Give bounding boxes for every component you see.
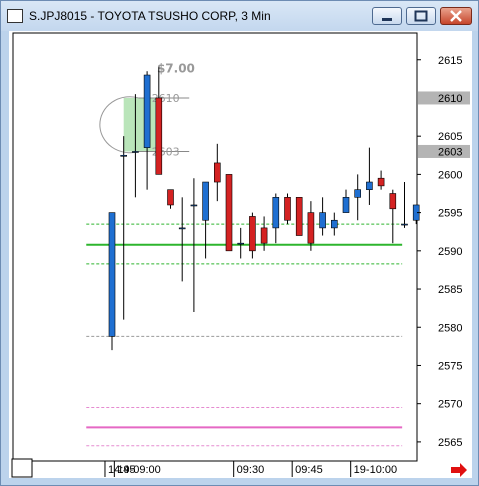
price-tick-label: 2570: [438, 399, 462, 411]
candle-body: [202, 181, 209, 221]
candle-body: [249, 216, 256, 252]
plot-frame: [12, 32, 418, 462]
time-tick-label: 19-09:00: [117, 464, 160, 476]
candle-body: [377, 177, 385, 187]
candle[interactable]: [143, 71, 151, 190]
candle-body: [108, 212, 116, 337]
candle[interactable]: [120, 136, 127, 320]
price-tag: 2603: [418, 144, 470, 158]
price-tick-label: 2565: [438, 437, 462, 449]
candle-body: [143, 74, 151, 148]
candlestick-series[interactable]: [108, 67, 420, 351]
price-tick-label: 2605: [438, 131, 462, 143]
candle[interactable]: [155, 67, 163, 175]
candle[interactable]: [237, 227, 244, 259]
candle-body: [319, 212, 326, 229]
candle-body: [260, 227, 268, 244]
candle[interactable]: [307, 201, 315, 251]
candle-body: [272, 197, 280, 229]
candle[interactable]: [178, 197, 186, 282]
time-tick-label: 09:30: [237, 464, 265, 476]
candle[interactable]: [401, 182, 408, 228]
candle-body: [307, 212, 315, 244]
price-chart[interactable]: 2610 2603 $7.00 2615 2605 2600 2595 2590 2585 25…: [9, 31, 472, 478]
candle-body: [190, 204, 198, 207]
chart-window-icon: [7, 9, 23, 23]
price-tag: 2610: [418, 91, 470, 105]
candle[interactable]: [167, 189, 174, 209]
candle-body: [295, 197, 303, 236]
candle-body: [214, 162, 221, 183]
price-tag-box: [418, 144, 470, 158]
candle[interactable]: [272, 193, 280, 244]
maximize-button[interactable]: [406, 7, 436, 25]
chart-client-area[interactable]: 2610 2603 $7.00 2615 2605 2600 2595 2590 2585 25…: [9, 31, 472, 478]
candle[interactable]: [342, 189, 350, 213]
candle[interactable]: [319, 197, 326, 236]
candle-body: [389, 193, 397, 210]
candle-body: [342, 197, 350, 213]
candle-body: [284, 197, 291, 221]
price-tick-label: 2580: [438, 322, 462, 334]
price-tag-label: 2603: [438, 146, 462, 158]
candle-body: [120, 154, 127, 157]
candle[interactable]: [295, 197, 303, 236]
price-tag-box: [418, 91, 470, 105]
candle[interactable]: [354, 174, 362, 221]
candle-body: [155, 97, 163, 175]
corner-box[interactable]: [11, 458, 33, 478]
close-icon: [450, 10, 462, 22]
candle-body: [237, 242, 244, 245]
price-tick-label: 2590: [438, 246, 462, 258]
candle-body: [330, 219, 338, 229]
candle[interactable]: [377, 170, 385, 190]
candle[interactable]: [249, 212, 256, 259]
candle[interactable]: [202, 181, 209, 259]
indicator-lines: [86, 223, 403, 447]
scroll-right-arrow-icon[interactable]: [451, 463, 467, 477]
title-bar[interactable]: S.JPJ8015 - TOYOTA TSUSHO CORP, 3 Min: [1, 1, 478, 31]
candle[interactable]: [108, 212, 116, 351]
candle[interactable]: [330, 212, 338, 236]
price-tags: 2610 2603: [418, 91, 470, 158]
price-tick-label: 2615: [438, 55, 462, 67]
candle-body: [132, 151, 139, 153]
time-tick-label: 14:45: [108, 464, 136, 476]
candle[interactable]: [260, 216, 268, 251]
price-axis: 2615 2605 2600 2595 2590 2585 2580 2575 2570 2565: [417, 55, 462, 449]
candle-body: [225, 174, 233, 252]
maximize-icon: [414, 10, 428, 22]
price-tick-label: 2595: [438, 208, 462, 220]
candle[interactable]: [214, 143, 221, 202]
candle[interactable]: [389, 189, 397, 244]
candle[interactable]: [132, 94, 139, 198]
candle-body: [167, 189, 174, 206]
candle-body: [178, 227, 186, 230]
time-tick-label: 19-10:00: [354, 464, 397, 476]
time-tick-label: 09:45: [295, 464, 323, 476]
price-tick-label: 2585: [438, 284, 462, 296]
candle-body: [401, 223, 408, 226]
minimize-button[interactable]: [372, 7, 402, 25]
price-tag-label: 2610: [438, 93, 462, 105]
minimize-icon: [382, 18, 392, 21]
measure-box[interactable]: [123, 97, 156, 152]
candle-body: [354, 189, 362, 198]
candle[interactable]: [225, 174, 233, 252]
candle[interactable]: [190, 178, 198, 312]
close-button[interactable]: [440, 7, 472, 25]
price-tick-label: 2575: [438, 360, 462, 372]
candle-body: [366, 181, 373, 190]
candle[interactable]: [366, 147, 373, 205]
window-title: S.JPJ8015 - TOYOTA TSUSHO CORP, 3 Min: [29, 9, 271, 23]
measure-diff-label: $7.00: [157, 62, 195, 76]
candle[interactable]: [284, 193, 291, 225]
price-tick-label: 2600: [438, 169, 462, 181]
